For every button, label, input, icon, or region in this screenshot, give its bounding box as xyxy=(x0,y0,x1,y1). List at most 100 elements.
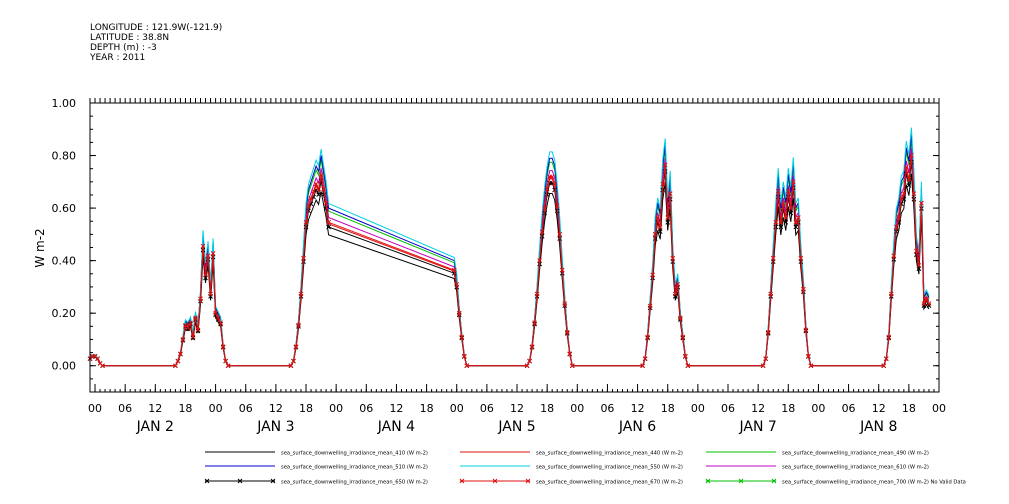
series-marker xyxy=(537,258,542,263)
series-marker xyxy=(788,210,794,216)
series-marker xyxy=(926,301,932,306)
x-tick-label: 06 xyxy=(480,402,494,415)
series-marker xyxy=(215,315,221,321)
series-marker xyxy=(203,272,208,278)
longitude-label: LONGITUDE : 121.9W(-121.9) xyxy=(90,23,223,33)
x-tick-label: 12 xyxy=(510,402,524,415)
latitude-label: LATITUDE : 38.8N xyxy=(90,33,170,43)
series-marker xyxy=(308,196,314,201)
y-tick-label: 0.40 xyxy=(52,255,77,268)
y-tick-label: 1.00 xyxy=(52,97,77,110)
x-tick-label: 00 xyxy=(209,402,223,415)
series-marker xyxy=(291,358,296,364)
series-marker xyxy=(323,200,329,206)
x-tick-label: 06 xyxy=(359,402,373,415)
legend-label: sea_surface_downwelling_irradiance_mean_… xyxy=(281,480,428,486)
series-marker xyxy=(919,200,924,206)
y-axis-label: W m-2 xyxy=(33,228,47,267)
series-marker xyxy=(652,231,658,237)
series-marker xyxy=(793,219,799,225)
series-marker xyxy=(205,253,211,259)
series-marker xyxy=(911,191,917,196)
series-marker xyxy=(208,291,213,297)
series-marker xyxy=(886,334,892,340)
x-tick-label: 18 xyxy=(781,402,795,415)
series-marker xyxy=(213,310,218,316)
series-line xyxy=(89,157,930,367)
series-marker xyxy=(680,334,686,340)
series-marker xyxy=(665,215,671,220)
legend-marker xyxy=(525,478,531,484)
day-label: JAN 6 xyxy=(618,419,656,435)
legend-marker xyxy=(771,478,777,484)
series-marker xyxy=(775,188,781,194)
series-marker xyxy=(298,291,304,297)
series-marker xyxy=(175,358,181,364)
series-marker xyxy=(924,296,929,302)
series-marker xyxy=(793,224,799,230)
series-marker xyxy=(306,203,311,208)
x-tick-label: 18 xyxy=(420,402,434,415)
plot-frame xyxy=(89,102,940,393)
series-marker xyxy=(542,205,547,211)
x-tick-label: 06 xyxy=(600,402,614,415)
series-marker xyxy=(173,363,178,369)
series-marker xyxy=(803,327,809,333)
series-marker xyxy=(640,363,645,369)
x-tick-label: 00 xyxy=(88,402,102,415)
series-marker xyxy=(185,326,191,332)
series-line xyxy=(89,155,930,367)
series-marker xyxy=(559,267,565,273)
series-marker xyxy=(655,215,661,220)
legend-marker xyxy=(204,478,210,484)
x-tick-label: 12 xyxy=(631,402,645,415)
series-layer xyxy=(87,127,932,369)
series-marker xyxy=(326,224,331,230)
series-marker xyxy=(464,363,470,369)
series-marker xyxy=(770,255,776,261)
x-tick-label: 00 xyxy=(570,402,584,415)
series-marker xyxy=(562,301,568,306)
x-tick-label: 00 xyxy=(450,402,464,415)
series-marker xyxy=(909,152,914,158)
series-marker xyxy=(883,356,889,361)
series-marker xyxy=(210,251,216,256)
series-marker xyxy=(901,191,907,196)
series-marker xyxy=(783,215,789,220)
series-marker xyxy=(665,220,671,225)
x-tick-label: 06 xyxy=(118,402,132,415)
series-marker xyxy=(647,303,653,309)
series-marker xyxy=(760,363,766,369)
x-tick-label: 18 xyxy=(540,402,554,415)
series-marker xyxy=(534,291,540,297)
metadata-header: LONGITUDE : 121.9W(-121.9) LATITUDE : 38… xyxy=(90,23,222,63)
series-marker xyxy=(532,320,537,326)
series-marker xyxy=(667,191,673,196)
day-label: JAN 7 xyxy=(738,419,776,435)
series-marker xyxy=(190,335,196,341)
series-marker xyxy=(95,356,100,361)
series-marker xyxy=(785,188,791,194)
series-marker xyxy=(921,301,927,306)
series-marker xyxy=(763,356,769,361)
series-marker xyxy=(288,363,294,369)
series-marker xyxy=(544,186,550,192)
series-marker xyxy=(893,224,899,230)
series-marker xyxy=(903,164,909,170)
series-marker xyxy=(682,353,688,359)
y-tick-label: 0.80 xyxy=(52,150,77,163)
legend-label: sea_surface_downwelling_irradiance_mean_… xyxy=(782,480,966,486)
series-marker xyxy=(672,291,678,297)
series-marker xyxy=(567,351,573,357)
series-marker xyxy=(906,176,912,182)
series-marker xyxy=(185,325,191,330)
series-marker xyxy=(778,219,784,225)
series-marker xyxy=(798,255,804,261)
x-tick-label: 18 xyxy=(902,402,916,415)
series-marker xyxy=(898,196,904,201)
series-marker xyxy=(180,337,186,342)
day-label: JAN 3 xyxy=(256,419,294,435)
series-marker xyxy=(642,356,648,361)
series-marker xyxy=(293,344,299,349)
legend-label: sea_surface_downwelling_irradiance_mean_… xyxy=(281,465,428,471)
